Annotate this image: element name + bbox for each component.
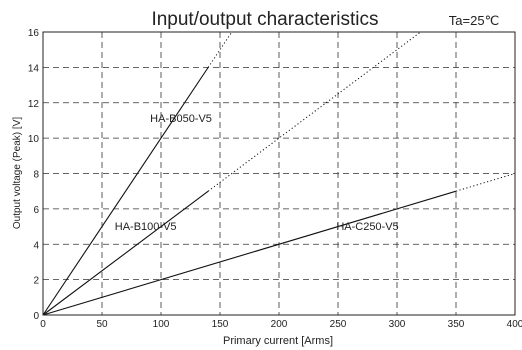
x-tick-label: 100 [153,319,170,330]
chart-title: Input/output characteristics [151,9,378,30]
y-tick-label: 16 [28,28,40,39]
series-label: HA-C250-V5 [336,221,398,233]
y-axis-label: Output voltage (Peak) [V] [12,117,23,230]
series-line-ha-b050-v5 [42,67,209,316]
condition-label: Ta=25℃ [449,13,499,28]
x-tick-label: 350 [448,319,465,330]
x-tick-label: 0 [40,319,46,330]
annotations: HA-B050-V5 HA-B100-V5 HA-C250-V5 [115,113,399,233]
y-tick-label: 12 [28,99,40,110]
series-lines [42,31,516,316]
x-tick-label: 200 [271,319,288,330]
series-extension-ha-c250-v5 [455,173,516,192]
series-label: HA-B050-V5 [150,113,212,125]
y-tick-label: 0 [33,311,39,322]
y-tick-label: 8 [33,170,39,181]
plot-frame [42,31,516,316]
x-tick-label: 250 [330,319,347,330]
x-tick-label: 400 [507,319,522,330]
y-tick-label: 2 [33,276,39,287]
y-tick-label: 14 [28,63,40,74]
x-tick-label: 50 [96,319,108,330]
grid [43,32,515,315]
y-tick-label: 6 [33,205,39,216]
series-line-ha-b100-v5 [42,190,209,316]
tick-labels: 0 50 100 150 200 250 300 350 400 0 2 4 6 8 10 12 14 16 [28,28,522,330]
series-line-ha-c250-v5 [42,190,457,316]
series-extension-ha-b100-v5 [207,31,421,192]
x-axis-label: Primary current [Arms] [223,335,333,347]
y-tick-label: 10 [28,134,40,145]
x-tick-label: 150 [212,319,229,330]
series-label: HA-B100-V5 [115,221,177,233]
y-tick-label: 4 [33,240,39,251]
x-tick-label: 300 [389,319,406,330]
